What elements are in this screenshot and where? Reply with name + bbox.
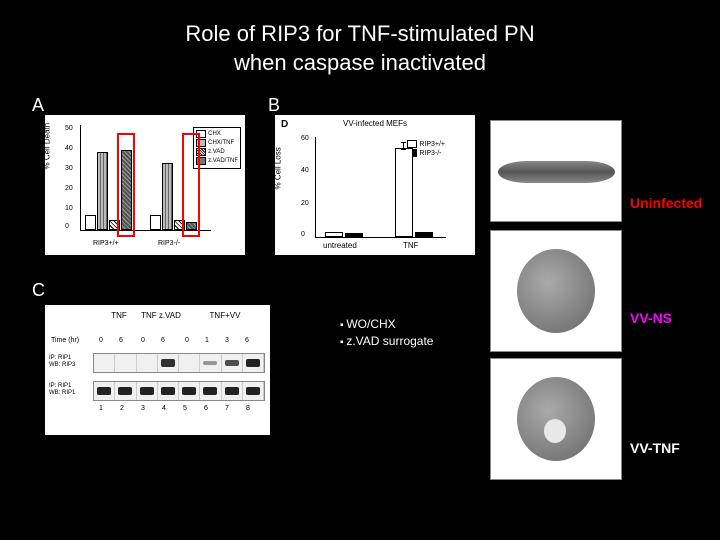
slide-title: Role of RIP3 for TNF-stimulated PN when …	[110, 20, 610, 77]
legend-item: z.VAD/TNF	[208, 158, 238, 164]
chart-b-ytick: 20	[301, 200, 309, 207]
chart-b-title: VV-infected MEFs	[343, 119, 407, 128]
panel-a-label: A	[32, 95, 44, 116]
highlight-box	[117, 133, 135, 237]
bullet-1: WO/CHX	[340, 317, 433, 331]
panel-c-blot: TNF TNF z.VAD TNF+VV Time (hr) IP: RIP1W…	[45, 305, 270, 435]
cell-illustration	[517, 377, 595, 461]
wb-cond-2: TNF z.VAD	[141, 311, 181, 320]
micrograph-vv-ns	[490, 230, 622, 352]
chart-a-xlabel-2: RIP3-/-	[158, 240, 180, 247]
chart-a-ytick: 40	[65, 145, 73, 152]
wb-row2-label: IP: RIP1WB: RIP1	[49, 383, 75, 396]
chart-b: D VV-infected MEFs % Cell Loss 60 40 20 …	[275, 115, 475, 255]
title-line2: when caspase inactivated	[234, 50, 486, 75]
legend-item: CHX/TNF	[208, 140, 234, 146]
cell-illustration	[498, 161, 615, 183]
highlight-box	[182, 133, 200, 237]
chart-a-ytick: 50	[65, 125, 73, 132]
micrograph-uninfected	[490, 120, 622, 222]
vacuole-illustration	[544, 419, 566, 443]
micrograph-vv-tnf	[490, 358, 622, 480]
panel-b-label: B	[268, 95, 280, 116]
wb-row-1	[93, 353, 265, 373]
chart-a-ytick: 0	[65, 223, 69, 230]
chart-b-ytick: 60	[301, 135, 309, 142]
chart-b-xlabel-2: TNF	[403, 241, 419, 250]
wb-time-label: Time (hr)	[51, 337, 79, 344]
title-line1: Role of RIP3 for TNF-stimulated PN	[185, 21, 534, 46]
chart-b-panel-letter: D	[281, 119, 288, 130]
legend-item: RIP3+/+	[419, 141, 445, 148]
chart-a: % Cell Death 50 40 30 20 10 0 RIP3+/+ RI…	[45, 115, 245, 255]
chart-a-ytick: 20	[65, 185, 73, 192]
micrograph-label-3: VV-TNF	[630, 440, 680, 456]
legend-item: z.VAD	[208, 149, 225, 155]
wb-cond-3: TNF+VV	[190, 311, 260, 320]
chart-b-ytick: 40	[301, 167, 309, 174]
wb-row-2	[93, 381, 265, 401]
bullet-list: WO/CHX z.VAD surrogate	[300, 317, 433, 351]
chart-a-ylabel: % Cell Death	[43, 123, 52, 170]
chart-a-ytick: 10	[65, 205, 73, 212]
bullet-2: z.VAD surrogate	[340, 334, 433, 348]
chart-a-xlabel-1: RIP3+/+	[93, 240, 119, 247]
micrograph-label-1: Uninfected	[630, 195, 702, 211]
micrograph-label-2: VV-NS	[630, 310, 672, 326]
wb-cond-1: TNF	[99, 311, 139, 320]
chart-b-xlabel-1: untreated	[323, 241, 357, 250]
cell-illustration	[517, 249, 595, 333]
chart-a-legend: CHX CHX/TNF z.VAD z.VAD/TNF	[193, 127, 241, 169]
legend-item: CHX	[208, 131, 221, 137]
panel-c-label: C	[32, 280, 45, 301]
chart-b-ytick: 0	[301, 231, 305, 238]
chart-a-ytick: 30	[65, 165, 73, 172]
legend-item: RIP3-/-	[419, 150, 441, 157]
chart-b-ylabel: % Cell Loss	[274, 147, 283, 189]
wb-row1-label: IP: RIP1WB: RIP3	[49, 355, 75, 368]
